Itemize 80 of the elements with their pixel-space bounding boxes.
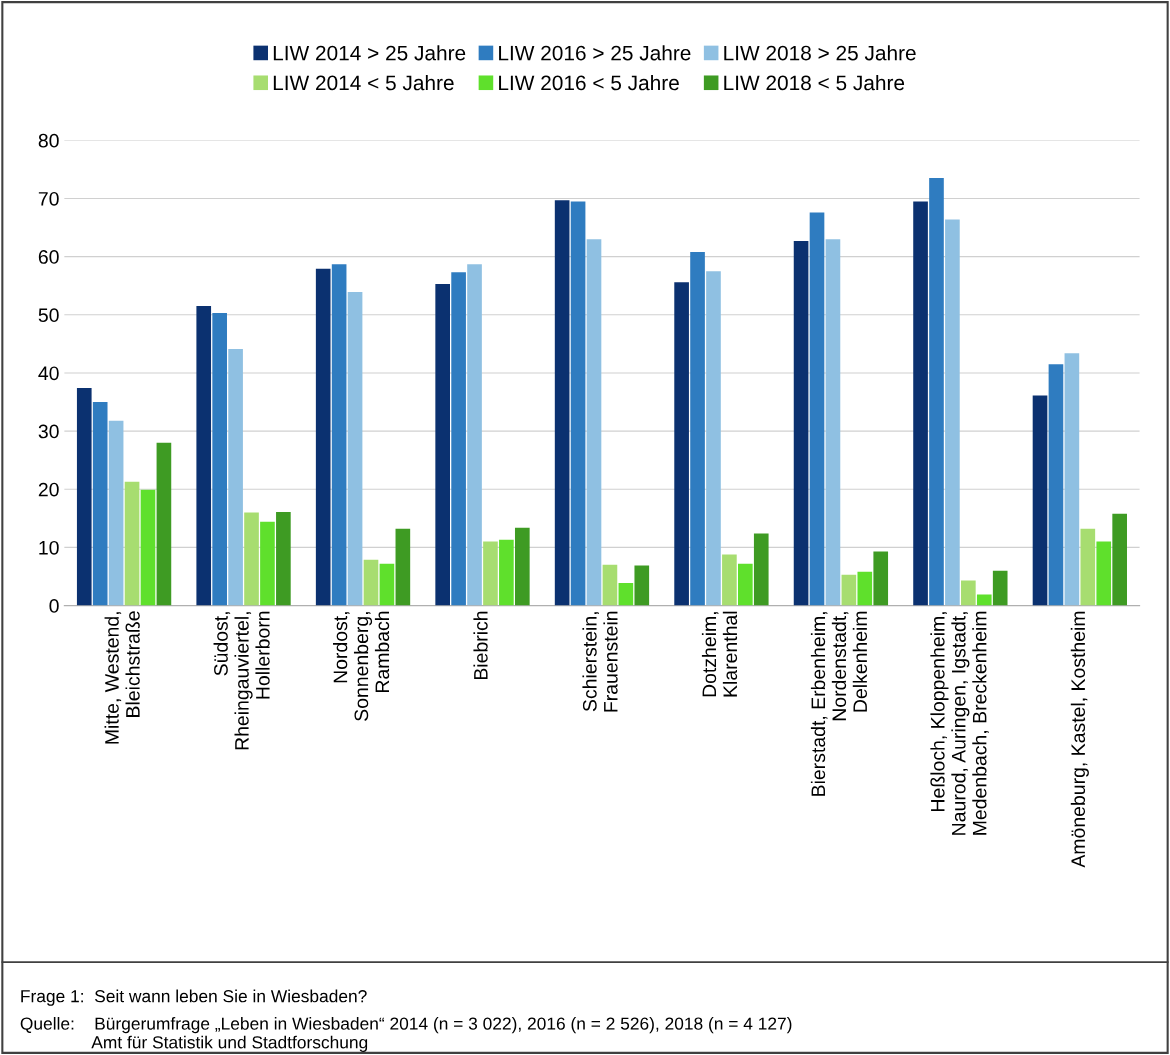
bar	[929, 178, 944, 606]
bar	[140, 489, 156, 606]
bar	[809, 212, 825, 606]
legend-label: LIW 2018 < 5 Jahre	[724, 74, 905, 91]
x-tick-label: Amöneburg, Kastel, Kostheim	[1070, 611, 1089, 868]
y-tick-label: 80	[38, 133, 59, 148]
bar	[347, 292, 363, 606]
x-tick-label: Mitte, Westend, Bleichstraße	[104, 611, 140, 744]
bar	[618, 582, 634, 606]
legend-label: LIW 2016 > 25 Jahre	[499, 45, 691, 61]
bar	[315, 268, 331, 606]
bar	[961, 580, 976, 606]
x-tick-label: Heßloch, Kloppenheim, Naurod, Auringen, Igstadt, Medenbach, Breckenheim	[930, 611, 989, 835]
legend-label: LIW 2014 > 25 Jahre	[273, 45, 466, 61]
x-tick-label: Biebrich	[473, 611, 488, 680]
bar	[92, 402, 108, 606]
bar	[602, 564, 618, 606]
bar	[570, 201, 586, 606]
bar	[857, 571, 873, 606]
bar	[156, 442, 172, 606]
bar	[1080, 528, 1096, 606]
bar	[706, 271, 721, 606]
text: Frage 1: Seit wann leben Sie in Wiesbaden?	[21, 989, 367, 1006]
bar	[554, 200, 570, 606]
bar	[1096, 541, 1112, 606]
bar	[228, 349, 243, 606]
bar	[467, 264, 482, 606]
bar	[435, 283, 450, 606]
bar	[514, 527, 530, 606]
x-tick-label: Südost, Rheingauviertel, Hollerborn	[213, 611, 270, 750]
bar	[1032, 395, 1048, 606]
bar	[260, 521, 275, 606]
bar	[1048, 364, 1064, 606]
x-tick-label: Dotzheim, Klarenthal	[701, 611, 738, 697]
y-tick-label: 70	[38, 191, 59, 206]
bar	[841, 574, 857, 606]
bar	[331, 264, 347, 606]
bar	[108, 420, 124, 606]
bar	[1064, 353, 1080, 606]
bar	[722, 554, 737, 606]
x-tick-label: Schierstein, Frauenstein	[582, 611, 618, 712]
x-tick-label: Nordost, Sonnenberg, Rambach	[333, 611, 390, 721]
bar	[499, 539, 514, 606]
bar	[363, 559, 379, 606]
y-tick-label: 20	[38, 482, 59, 497]
y-tick-label: 40	[38, 366, 59, 381]
bar	[395, 528, 411, 606]
legend-label: LIW 2014 < 5 Jahre	[273, 74, 454, 91]
bar	[873, 551, 889, 606]
x-tick-label: Bierstadt, Erbenheim, Nordenstadt, Delkenheim	[810, 611, 868, 796]
bar	[76, 388, 92, 606]
bar	[451, 272, 466, 606]
bar	[738, 563, 753, 606]
bar	[674, 282, 689, 606]
bar	[244, 512, 259, 606]
bar	[124, 481, 140, 606]
source-note: Quelle: Bürgerumfrage „Leben in Wiesbaden“ 2014 (n = 3 022), 2016 (n = 2 526), 2018 (n = 4 127) Amt für Statistik und Stadtforschung	[20, 1017, 792, 1052]
bar	[976, 594, 992, 606]
bar	[276, 511, 291, 606]
bar	[586, 239, 602, 606]
bar	[196, 306, 212, 606]
y-tick-label: 0	[49, 599, 59, 613]
legend-label: LIW 2016 < 5 Jahre	[499, 74, 679, 91]
y-tick-label: 30	[38, 424, 59, 439]
bar	[1112, 513, 1127, 606]
bar	[634, 565, 650, 606]
y-tick-label: 10	[39, 540, 59, 555]
y-tick-label: 60	[38, 250, 59, 264]
bar	[690, 251, 705, 606]
y-tick-label: 50	[38, 308, 59, 323]
bar	[483, 541, 498, 606]
bar	[945, 219, 960, 606]
bar	[753, 533, 769, 606]
bar	[379, 563, 395, 606]
bar	[793, 240, 809, 606]
legend-label: LIW 2018 > 25 Jahre	[724, 45, 916, 61]
bar	[913, 201, 928, 606]
bar	[825, 239, 841, 606]
bar	[992, 570, 1008, 606]
bar	[212, 313, 227, 606]
